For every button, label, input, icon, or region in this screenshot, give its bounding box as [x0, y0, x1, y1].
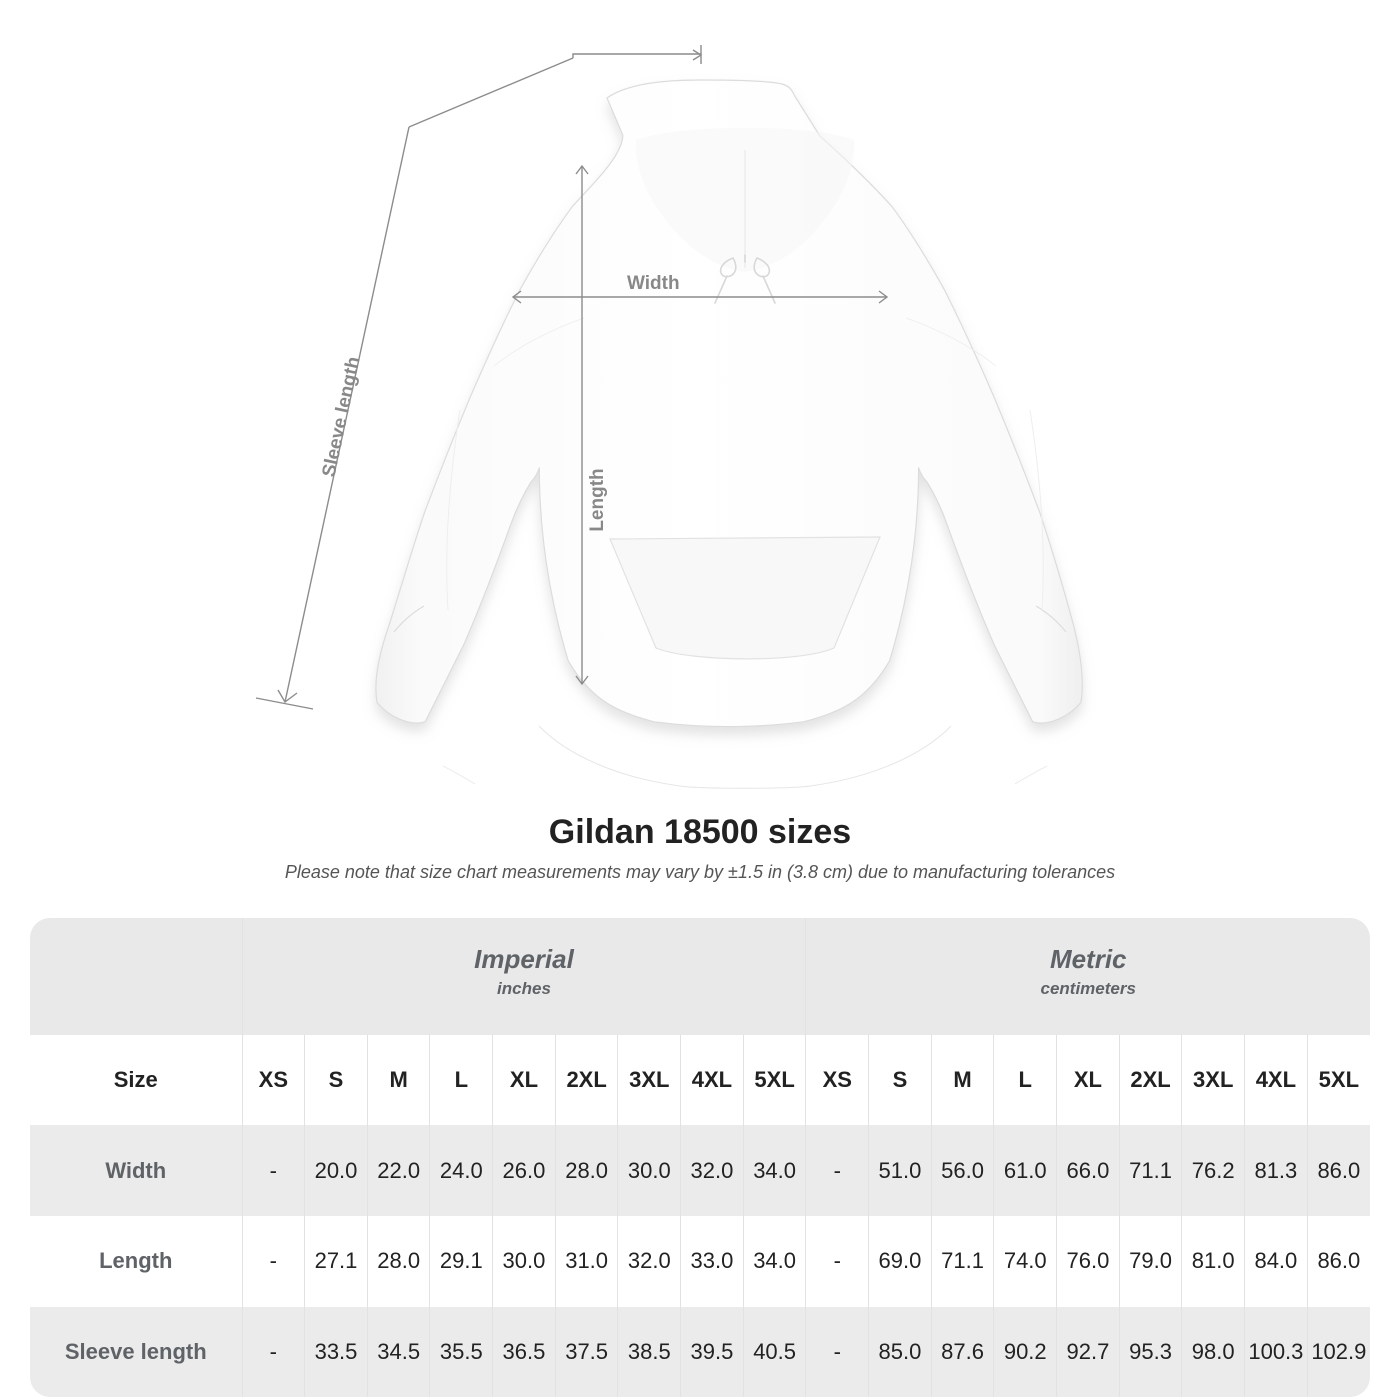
svg-text:Width: Width [627, 273, 680, 294]
svg-text:Length: Length [587, 468, 608, 531]
svg-text:Sleeve length: Sleeve length [319, 355, 365, 479]
